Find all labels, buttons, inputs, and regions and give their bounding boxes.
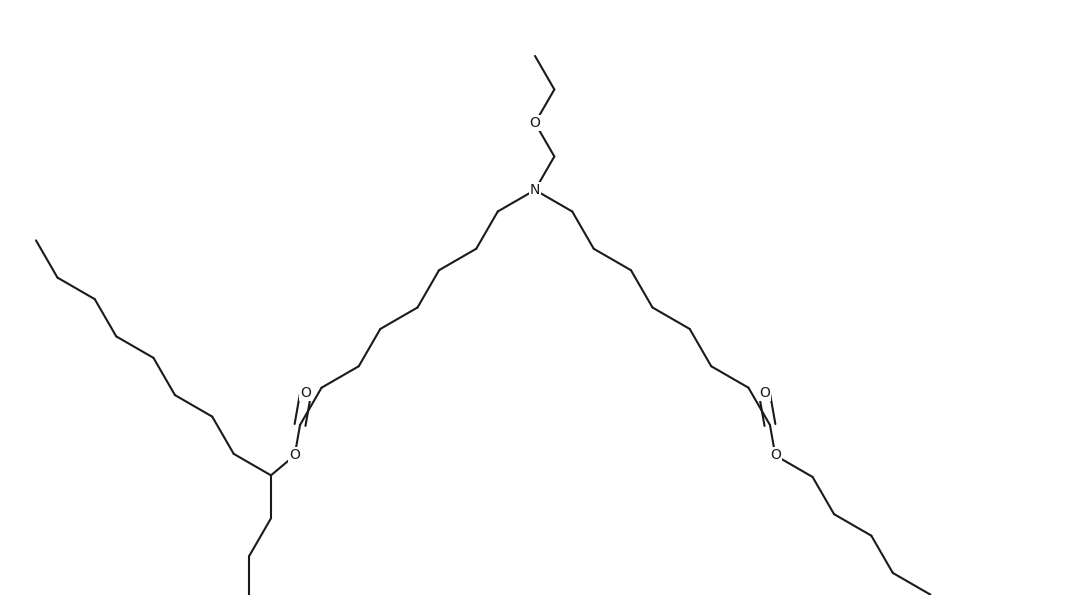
Text: N: N (530, 183, 540, 197)
Text: O: O (529, 116, 540, 130)
Text: O: O (289, 449, 300, 462)
Text: O: O (300, 386, 312, 400)
Text: O: O (758, 386, 769, 400)
Text: O: O (770, 449, 781, 462)
